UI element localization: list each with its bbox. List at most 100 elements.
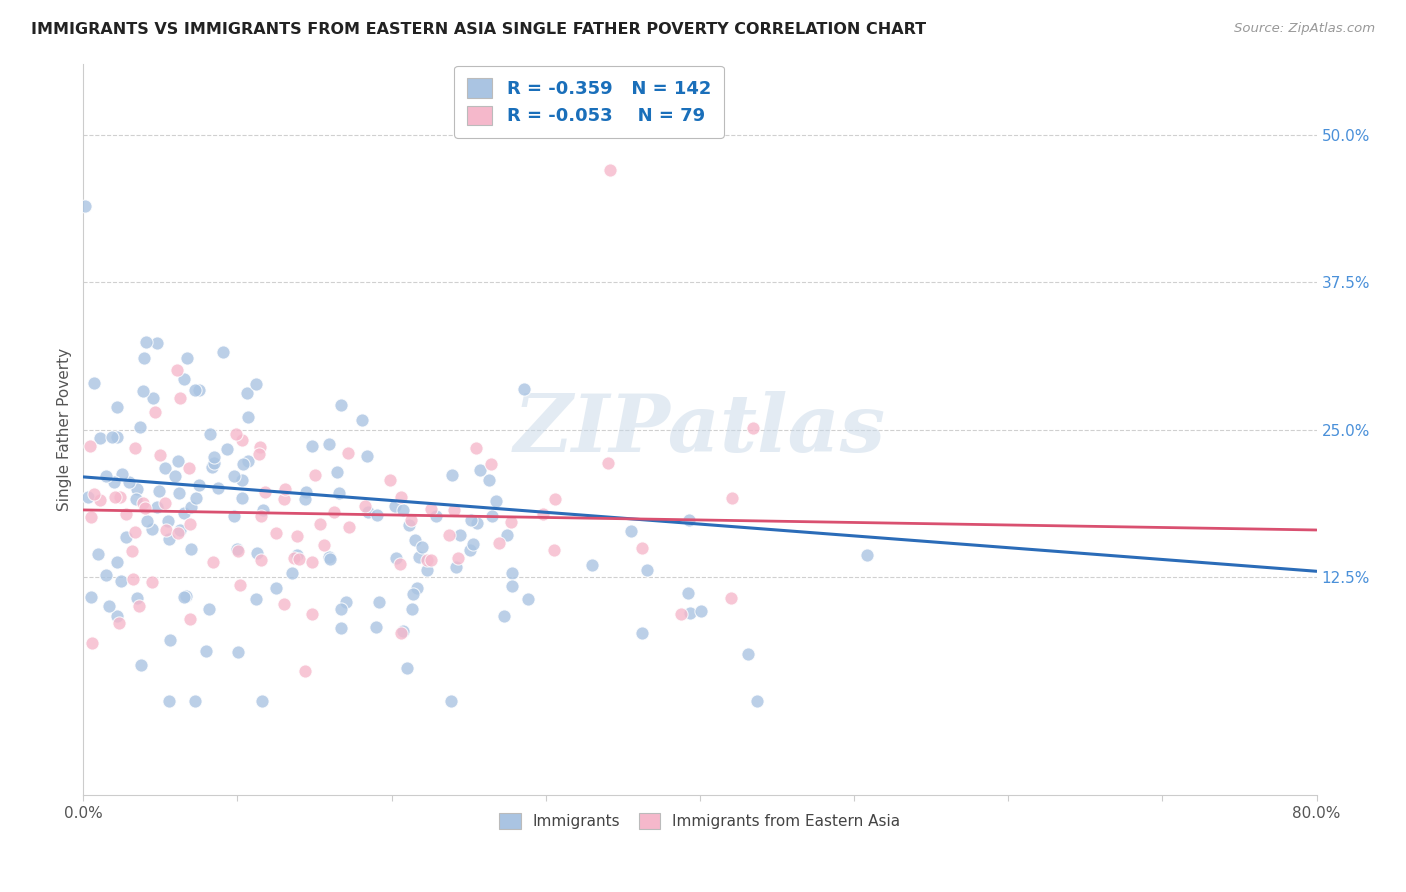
Point	[177, 461, 200, 475]
Point	[169, 391, 191, 405]
Point	[134, 351, 156, 365]
Point	[146, 336, 169, 351]
Point	[285, 548, 308, 562]
Point	[176, 351, 198, 365]
Point	[183, 694, 205, 708]
Point	[188, 383, 211, 397]
Point	[326, 465, 349, 479]
Point	[96, 568, 118, 582]
Point	[322, 505, 344, 519]
Point	[231, 433, 253, 447]
Point	[101, 430, 124, 444]
Point	[636, 564, 658, 578]
Point	[399, 513, 422, 527]
Point	[631, 626, 654, 640]
Point	[143, 405, 166, 419]
Point	[273, 597, 295, 611]
Point	[401, 602, 423, 616]
Point	[392, 502, 415, 516]
Point	[337, 520, 360, 534]
Point	[440, 694, 463, 708]
Point	[249, 440, 271, 454]
Point	[288, 552, 311, 566]
Point	[202, 555, 225, 569]
Point	[620, 524, 643, 538]
Point	[328, 486, 350, 500]
Point	[155, 496, 177, 510]
Point	[157, 514, 180, 528]
Point	[207, 481, 229, 495]
Point	[224, 468, 246, 483]
Point	[596, 456, 619, 470]
Point	[720, 591, 742, 606]
Point	[108, 615, 131, 630]
Point	[94, 469, 117, 483]
Point	[141, 392, 163, 406]
Point	[198, 426, 221, 441]
Point	[202, 450, 225, 465]
Point	[405, 582, 427, 596]
Point	[496, 528, 519, 542]
Point	[742, 421, 765, 435]
Point	[167, 454, 190, 468]
Point	[111, 467, 134, 482]
Point	[669, 607, 692, 621]
Point	[149, 448, 172, 462]
Point	[135, 334, 157, 349]
Point	[80, 635, 103, 649]
Point	[129, 657, 152, 672]
Y-axis label: Single Father Poverty: Single Father Poverty	[58, 348, 72, 511]
Point	[499, 515, 522, 529]
Point	[294, 491, 316, 506]
Point	[228, 578, 250, 592]
Point	[124, 525, 146, 540]
Text: Source: ZipAtlas.com: Source: ZipAtlas.com	[1234, 22, 1375, 36]
Point	[121, 544, 143, 558]
Point	[720, 491, 742, 505]
Point	[308, 516, 330, 531]
Point	[202, 456, 225, 470]
Point	[301, 439, 323, 453]
Point	[224, 509, 246, 524]
Point	[79, 440, 101, 454]
Point	[416, 553, 439, 567]
Point	[77, 490, 100, 504]
Point	[245, 592, 267, 607]
Point	[238, 453, 260, 467]
Point	[485, 493, 508, 508]
Point	[460, 543, 482, 558]
Point	[89, 493, 111, 508]
Point	[184, 384, 207, 398]
Point	[75, 199, 97, 213]
Point	[501, 579, 523, 593]
Point	[384, 500, 406, 514]
Point	[378, 473, 401, 487]
Point	[447, 551, 470, 566]
Point	[246, 546, 269, 560]
Point	[198, 601, 221, 615]
Point	[335, 595, 357, 609]
Point	[148, 483, 170, 498]
Point	[103, 475, 125, 490]
Point	[264, 581, 287, 595]
Point	[357, 505, 380, 519]
Point	[689, 604, 711, 618]
Point	[134, 500, 156, 515]
Point	[157, 532, 180, 546]
Point	[301, 555, 323, 569]
Point	[103, 491, 125, 505]
Point	[201, 460, 224, 475]
Point	[252, 694, 274, 708]
Point	[153, 460, 176, 475]
Point	[128, 420, 150, 434]
Point	[274, 482, 297, 496]
Point	[543, 543, 565, 558]
Point	[245, 376, 267, 391]
Point	[443, 502, 465, 516]
Point	[231, 457, 253, 471]
Point	[110, 490, 132, 504]
Point	[441, 468, 464, 483]
Point	[737, 648, 759, 662]
Point	[411, 540, 433, 554]
Point	[460, 513, 482, 527]
